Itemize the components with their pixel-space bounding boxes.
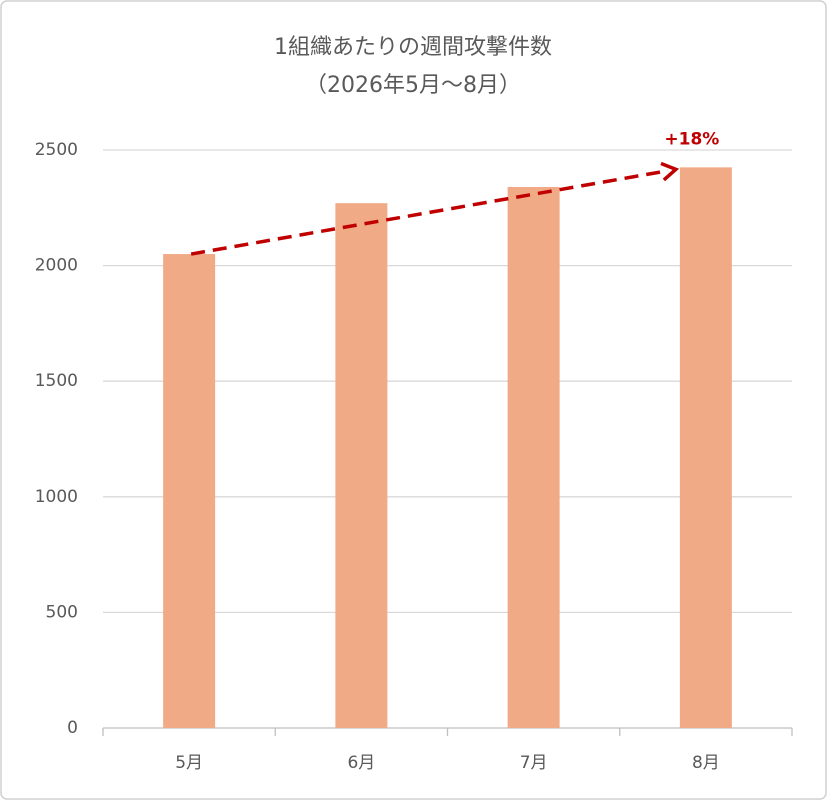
bar bbox=[679, 167, 732, 729]
chart-subtitle: （2026年5月～8月） bbox=[305, 73, 521, 98]
y-tick-label: 2000 bbox=[35, 256, 78, 276]
trend-arrow-head bbox=[660, 161, 680, 182]
y-tick-label: 2500 bbox=[35, 140, 78, 160]
y-tick-label: 0 bbox=[67, 718, 78, 738]
bar bbox=[163, 254, 216, 729]
y-tick-label: 1000 bbox=[35, 487, 78, 507]
x-tick-label: 6月 bbox=[347, 753, 375, 773]
x-tick-label: 8月 bbox=[692, 753, 720, 773]
x-tick-label: 7月 bbox=[520, 753, 548, 773]
trend-arrow bbox=[190, 168, 669, 256]
bar bbox=[507, 186, 560, 728]
x-tick-label: 5月 bbox=[175, 753, 203, 773]
chart-title: 1組織あたりの週間攻撃件数 bbox=[274, 35, 552, 60]
y-tick-label: 500 bbox=[46, 602, 78, 622]
annotation: +18% bbox=[664, 129, 719, 149]
y-tick-label: 1500 bbox=[35, 371, 78, 391]
bar bbox=[335, 203, 388, 728]
